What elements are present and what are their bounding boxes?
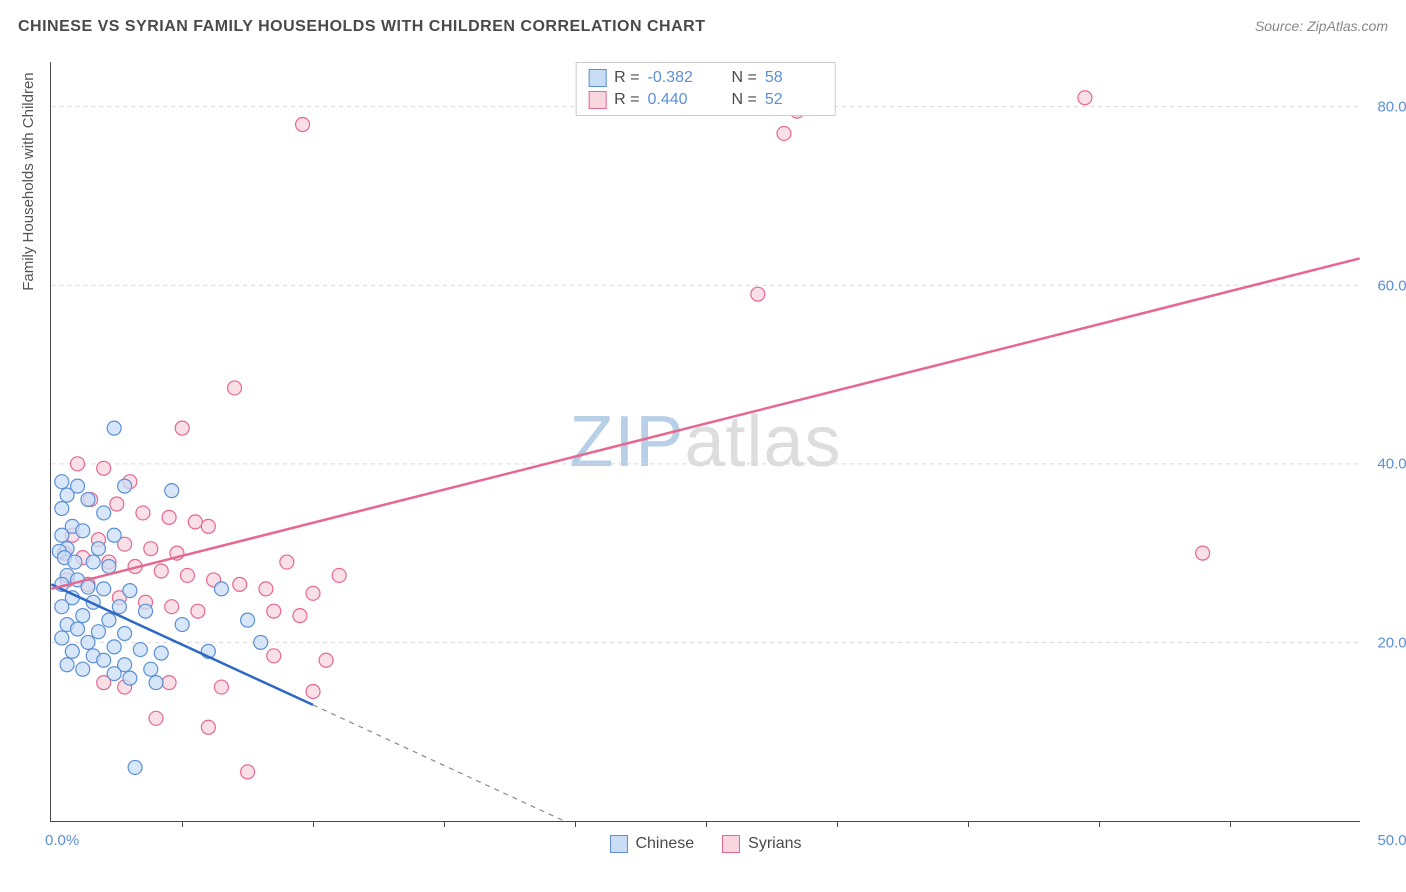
x-tick	[313, 821, 314, 827]
x-tick	[182, 821, 183, 827]
legend-row-chinese: R = -0.382 N = 58	[588, 67, 823, 89]
chinese-r-value: -0.382	[648, 69, 706, 87]
syrians-n-value: 52	[765, 91, 823, 109]
chart-source: Source: ZipAtlas.com	[1255, 18, 1388, 34]
y-tick-label: 40.0%	[1365, 456, 1406, 473]
x-tick	[968, 821, 969, 827]
swatch-syrians	[722, 835, 740, 853]
legend-item-chinese: Chinese	[609, 835, 694, 853]
legend-label-chinese: Chinese	[635, 835, 694, 853]
swatch-chinese	[609, 835, 627, 853]
r-label: R =	[614, 91, 639, 109]
x-tick	[1230, 821, 1231, 827]
swatch-syrians	[588, 91, 606, 109]
x-tick	[1099, 821, 1100, 827]
x-tick	[706, 821, 707, 827]
x-tick	[444, 821, 445, 827]
plot-area: ZIPatlas R = -0.382 N = 58 R = 0.440 N =…	[50, 62, 1360, 822]
x-tick	[837, 821, 838, 827]
legend-item-syrians: Syrians	[722, 835, 801, 853]
syrians-r-value: 0.440	[648, 91, 706, 109]
series-legend: Chinese Syrians	[609, 835, 801, 853]
y-tick-label: 20.0%	[1365, 635, 1406, 652]
n-label: N =	[732, 91, 757, 109]
plot-svg	[51, 62, 1360, 821]
x-tick	[575, 821, 576, 827]
legend-label-syrians: Syrians	[748, 835, 801, 853]
x-axis-end-label: 50.0%	[1365, 832, 1406, 849]
correlation-legend: R = -0.382 N = 58 R = 0.440 N = 52	[575, 62, 836, 116]
swatch-chinese	[588, 69, 606, 87]
y-tick-label: 80.0%	[1365, 98, 1406, 115]
n-label: N =	[732, 69, 757, 87]
y-axis-title: Family Households with Children	[20, 72, 37, 290]
chinese-n-value: 58	[765, 69, 823, 87]
legend-row-syrians: R = 0.440 N = 52	[588, 89, 823, 111]
chart-header: CHINESE VS SYRIAN FAMILY HOUSEHOLDS WITH…	[18, 18, 1388, 36]
chart-title: CHINESE VS SYRIAN FAMILY HOUSEHOLDS WITH…	[18, 18, 705, 36]
r-label: R =	[614, 69, 639, 87]
x-axis-start-label: 0.0%	[45, 832, 79, 849]
y-tick-label: 60.0%	[1365, 277, 1406, 294]
